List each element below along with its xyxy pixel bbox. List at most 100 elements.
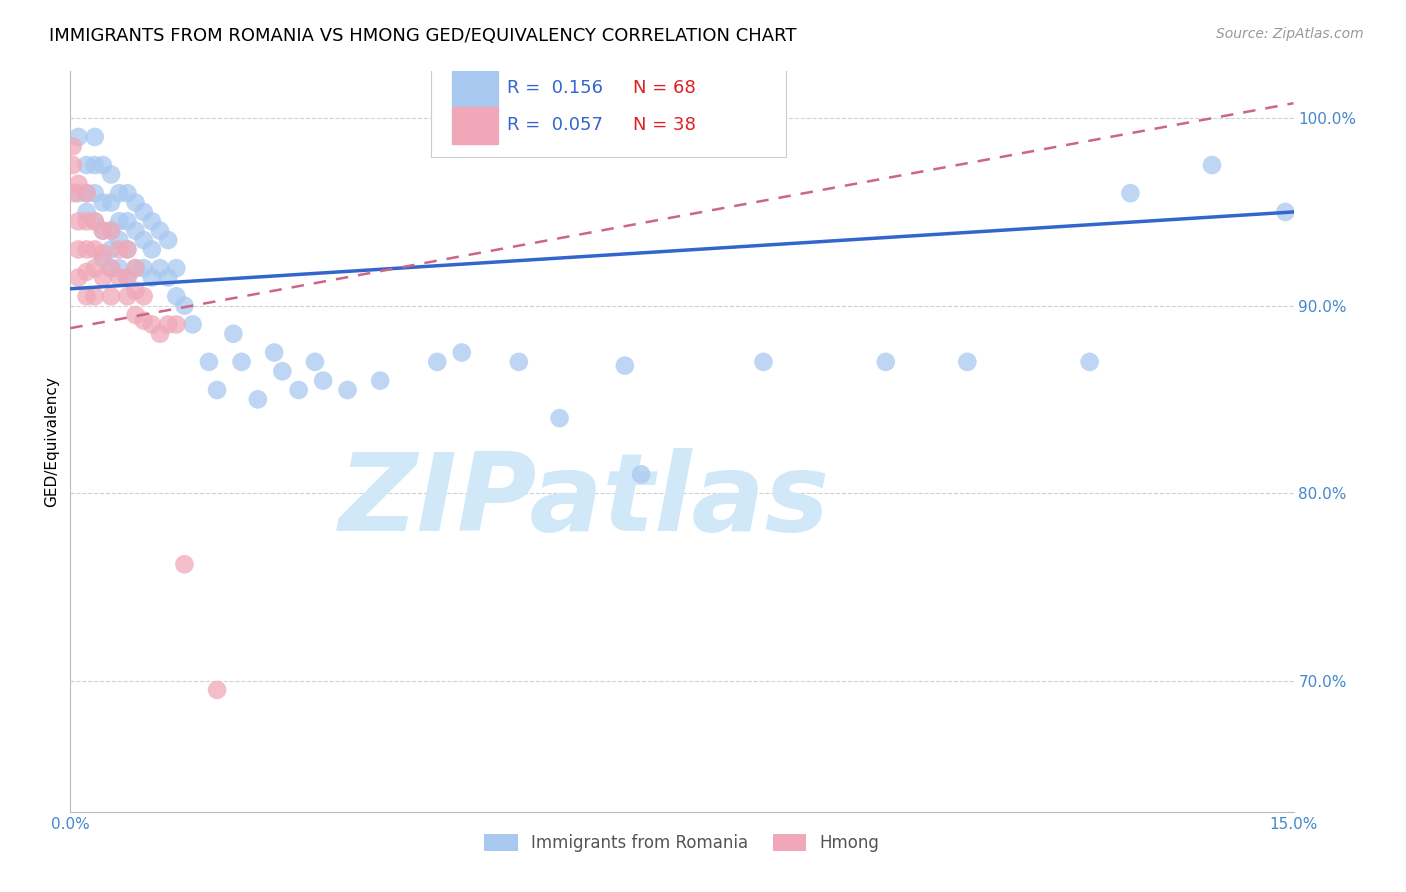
Point	[124, 224, 146, 238]
Point	[508, 355, 530, 369]
Point	[83, 130, 105, 145]
Point	[124, 284, 146, 298]
Point	[83, 214, 105, 228]
Point	[263, 345, 285, 359]
Point	[117, 270, 139, 285]
Point	[124, 261, 146, 276]
Point	[67, 270, 90, 285]
Point	[63, 186, 86, 201]
Point	[630, 467, 652, 482]
Point	[108, 186, 131, 201]
Point	[312, 374, 335, 388]
Point	[246, 392, 269, 407]
Point	[117, 186, 139, 201]
Text: R =  0.156: R = 0.156	[508, 78, 603, 97]
Point	[100, 168, 122, 182]
Point	[108, 261, 131, 276]
Point	[205, 383, 228, 397]
Point	[132, 233, 155, 247]
Point	[141, 270, 163, 285]
Text: N = 38: N = 38	[633, 116, 696, 135]
Point	[231, 355, 253, 369]
Point	[100, 261, 122, 276]
Point	[117, 270, 139, 285]
Point	[108, 243, 131, 257]
Point	[149, 224, 172, 238]
Point	[83, 186, 105, 201]
Point	[117, 214, 139, 228]
Point	[117, 243, 139, 257]
Point	[83, 243, 105, 257]
Point	[222, 326, 245, 341]
Point	[91, 252, 114, 266]
Point	[124, 308, 146, 322]
Point	[173, 558, 195, 572]
Point	[336, 383, 359, 397]
Point	[91, 270, 114, 285]
FancyBboxPatch shape	[451, 70, 499, 107]
Point	[100, 195, 122, 210]
Point	[91, 224, 114, 238]
Point	[141, 214, 163, 228]
Point	[173, 299, 195, 313]
Point	[1078, 355, 1101, 369]
Point	[100, 224, 122, 238]
Point	[165, 289, 187, 303]
Point	[124, 195, 146, 210]
Point	[181, 318, 204, 332]
Point	[132, 313, 155, 327]
Point	[76, 158, 98, 172]
Point	[76, 205, 98, 219]
Text: Source: ZipAtlas.com: Source: ZipAtlas.com	[1216, 27, 1364, 41]
Point	[368, 374, 391, 388]
Point	[108, 214, 131, 228]
Text: N = 68: N = 68	[633, 78, 696, 97]
Point	[91, 224, 114, 238]
Point	[1119, 186, 1142, 201]
Point	[157, 233, 180, 247]
Point	[287, 383, 309, 397]
Point	[76, 214, 98, 228]
Point	[875, 355, 897, 369]
Point	[450, 345, 472, 359]
Point	[304, 355, 326, 369]
Point	[76, 186, 98, 201]
Point	[141, 243, 163, 257]
Point	[108, 233, 131, 247]
Point	[752, 355, 775, 369]
Point	[198, 355, 221, 369]
Point	[271, 364, 294, 378]
Point	[548, 411, 571, 425]
Point	[67, 186, 90, 201]
Point	[205, 682, 228, 697]
Point	[117, 289, 139, 303]
Point	[426, 355, 449, 369]
Point	[165, 318, 187, 332]
Point	[132, 289, 155, 303]
Point	[83, 261, 105, 276]
Y-axis label: GED/Equivalency: GED/Equivalency	[44, 376, 59, 507]
Point	[91, 158, 114, 172]
Point	[67, 214, 90, 228]
Point	[100, 224, 122, 238]
Legend: Immigrants from Romania, Hmong: Immigrants from Romania, Hmong	[478, 828, 886, 859]
Point	[100, 261, 122, 276]
Point	[83, 158, 105, 172]
Text: ZIPatlas: ZIPatlas	[339, 448, 830, 554]
Point	[613, 359, 636, 373]
Point	[157, 270, 180, 285]
Point	[108, 270, 131, 285]
Point	[141, 318, 163, 332]
Point	[62, 139, 84, 153]
Point	[91, 246, 114, 260]
Point	[1201, 158, 1223, 172]
Point	[100, 289, 122, 303]
Point	[76, 265, 98, 279]
Point	[76, 186, 98, 201]
Point	[124, 261, 146, 276]
Point	[1274, 205, 1296, 219]
Point	[62, 158, 84, 172]
Point	[67, 177, 90, 191]
Text: R =  0.057: R = 0.057	[508, 116, 603, 135]
FancyBboxPatch shape	[432, 56, 786, 156]
